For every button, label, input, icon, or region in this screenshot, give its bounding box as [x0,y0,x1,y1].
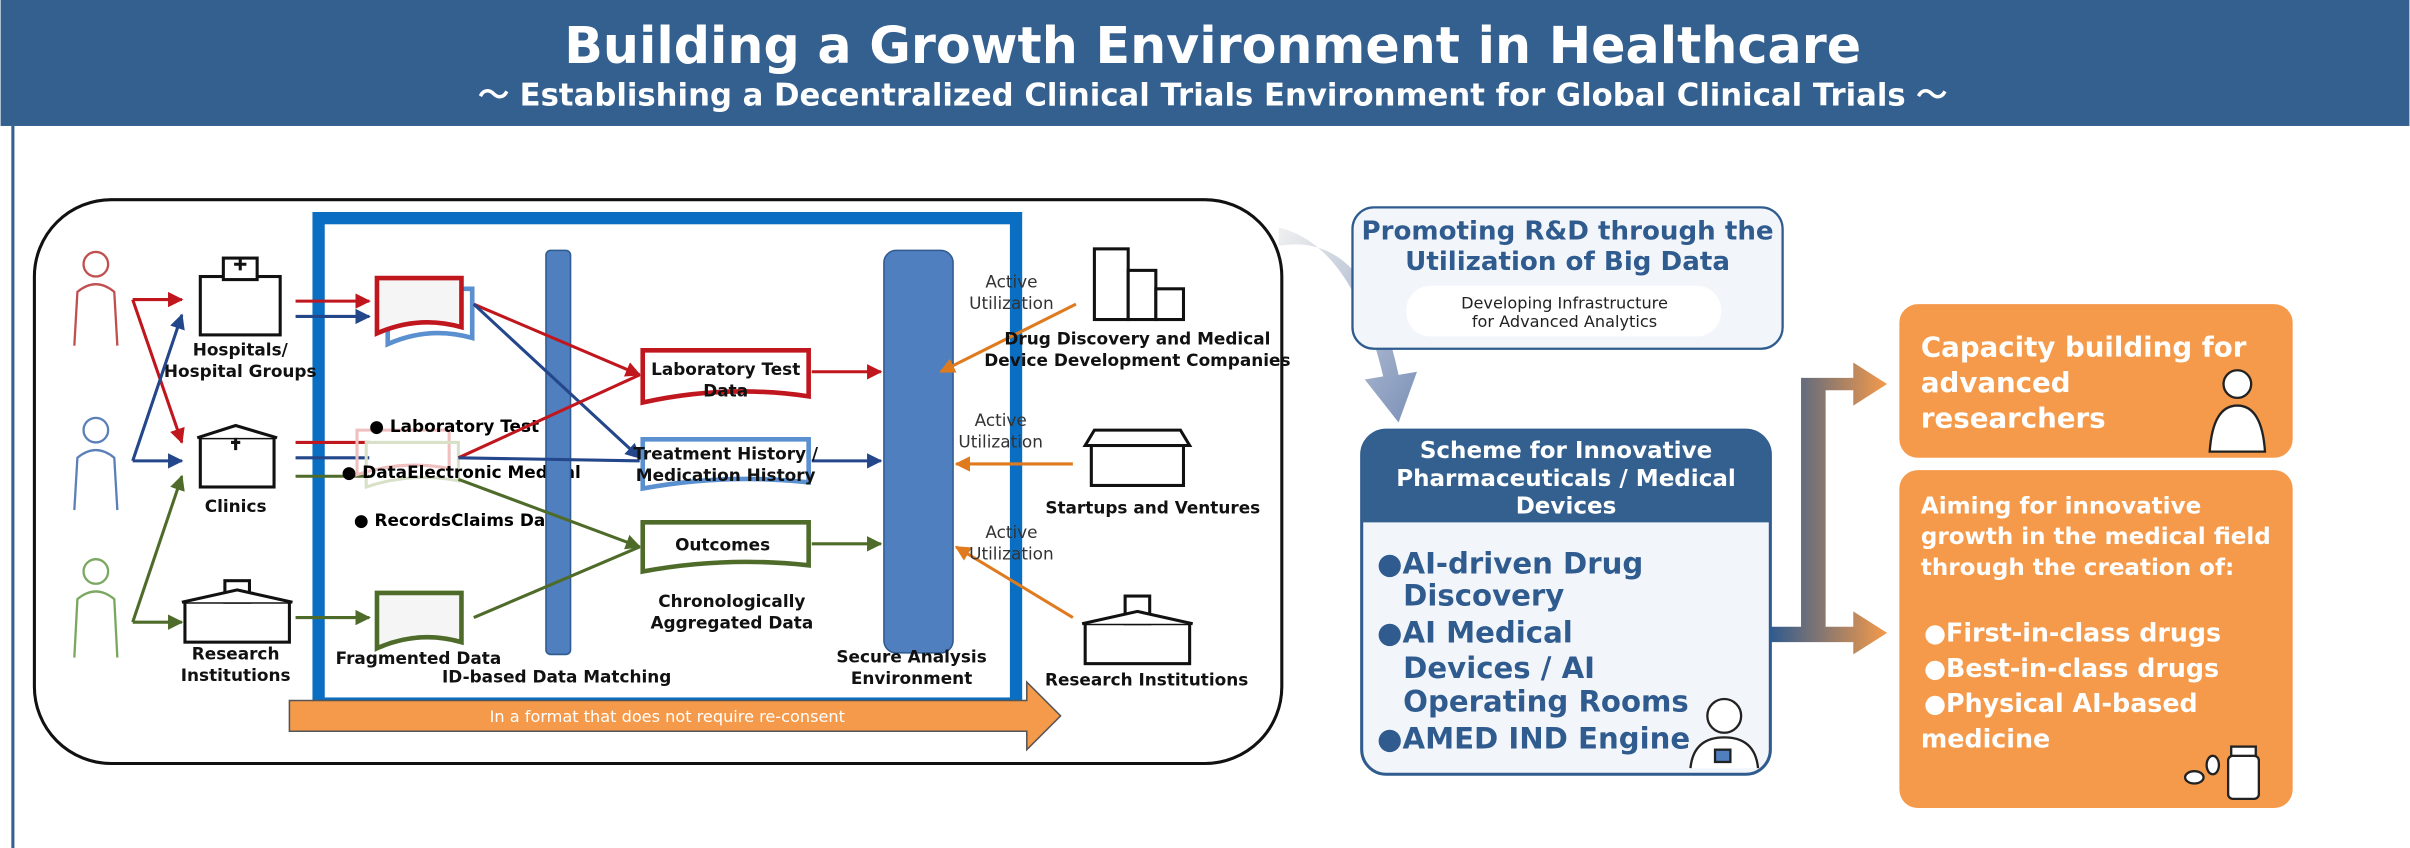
aiming-intro: Aiming for innovative growth in the medi… [1921,493,2271,580]
title: Building a Growth Environment in Healthc… [564,16,1861,75]
aiming-bullet: ●Physical AI-based [1924,688,2198,718]
scheme-title: Scheme for Innovative [1420,438,1712,464]
promoting-pill [1406,285,1722,337]
scheme-bullet: ●AI-driven Drug [1377,546,1643,580]
utilization-label: Utilization [969,293,1054,313]
user-label: Startups and Ventures [1045,497,1260,517]
capacity-text: advanced [1921,366,2071,399]
aiming-text: growth in the medical field [1921,524,2271,550]
output-box [640,437,811,492]
user-label: Device Development Companies [984,350,1290,370]
aiming-bullet: ●First-in-class drugs [1924,617,2221,647]
aiming-bullet: ●Best-in-class drugs [1924,653,2219,683]
matching-arrows [457,302,883,619]
secure-bar [883,249,954,654]
aiming-text: Aiming for innovative [1921,493,2201,519]
output-label: Outcomes [675,534,770,554]
aiming-text: through the creation of: [1921,555,2234,581]
connector-arrow [1770,362,1888,655]
robot-icon [1689,697,1760,769]
aggregated-label: Chronologically [658,591,805,611]
output-label: Data [703,381,748,401]
utilization-label: Active [975,410,1027,430]
subtitle: ～ Establishing a Decentralized Clinical … [478,77,1947,113]
data-item: ● DataElectronic Medical [342,462,581,482]
header-bar [0,0,2410,126]
data-item: ● Laboratory Test [369,416,539,436]
output-label: Medication History [636,465,816,485]
scheme-bullet: ●AMED IND Engine [1377,721,1690,755]
capacity-text: researchers [1921,401,2106,434]
aiming-box [1899,470,2293,809]
scheme-bullet: Operating Rooms [1403,685,1689,719]
source-label: Clinics [205,496,267,516]
utilization-arrows [939,302,1077,619]
scheme-header [1361,430,1771,523]
aiming-bullets: ●First-in-class drugs ●Best-in-class dru… [1921,617,2221,753]
aggregated-label: Aggregated Data [650,613,813,633]
scheme-bullet: ●AI Medical [1377,615,1573,649]
utilization-label: Active [985,272,1037,292]
building-icons [181,256,293,644]
scheme-title: Pharmaceuticals / Medical [1396,466,1736,492]
scheme-title: Devices [1516,493,1617,519]
fragmented-label: Fragmented Data [336,648,502,668]
secure-label: Environment [851,668,972,688]
promoting-title: Utilization of Big Data [1405,247,1730,277]
scheme-bullets: ●AI-driven Drug Discovery ●AI Medical De… [1377,546,1690,755]
consent-label: In a format that does not require re-con… [490,707,845,726]
source-label: Institutions [181,665,291,685]
promoting-sub: Developing Infrastructure [1461,294,1668,313]
medicine-icon [2183,745,2261,800]
source-label: Hospitals/ [193,339,289,359]
capacity-text: Capacity building for [1921,331,2247,364]
source-label: Hospital Groups [164,361,317,381]
promoting-title: Promoting R&D through the [1361,216,1773,246]
user-label: Research Institutions [1045,670,1248,690]
document-icons [355,275,475,652]
person-icons [73,250,119,658]
aiming-bullet: medicine [1921,723,2050,753]
promoting-sub: for Advanced Analytics [1472,312,1657,331]
user-label: Drug Discovery and Medical [1004,329,1270,349]
matching-bar [545,249,572,656]
capacity-box [1899,304,2293,458]
scheme-bullet: Devices / AI [1403,651,1595,685]
consent-arrow [288,680,1062,752]
output-box [640,347,811,406]
utilization-label: Utilization [969,544,1054,564]
data-item: ● RecordsClaims Data [354,510,565,530]
output-box [640,520,811,575]
user-icons [1081,247,1194,666]
matching-label: ID-based Data Matching [442,666,671,686]
output-label: Laboratory Test [651,359,800,379]
secure-label: Secure Analysis [836,647,986,667]
curved-arrow [1278,227,1417,423]
output-label: Treatment History / [633,444,819,464]
utilization-label: Utilization [958,431,1043,451]
researcher-icon [2208,369,2267,453]
utilization-label: Active [985,522,1037,542]
source-label: Research [192,643,280,663]
scheme-bullet: Discovery [1403,579,1564,613]
